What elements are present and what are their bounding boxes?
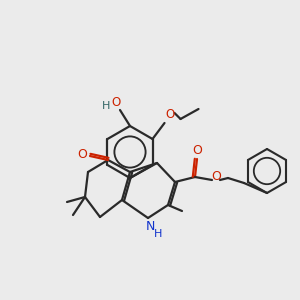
Text: O: O [111, 95, 121, 109]
Text: O: O [165, 109, 174, 122]
Text: O: O [77, 148, 87, 160]
Text: H: H [154, 229, 162, 239]
Text: N: N [145, 220, 155, 233]
Text: O: O [211, 169, 221, 182]
Text: H: H [102, 101, 110, 111]
Text: O: O [192, 143, 202, 157]
